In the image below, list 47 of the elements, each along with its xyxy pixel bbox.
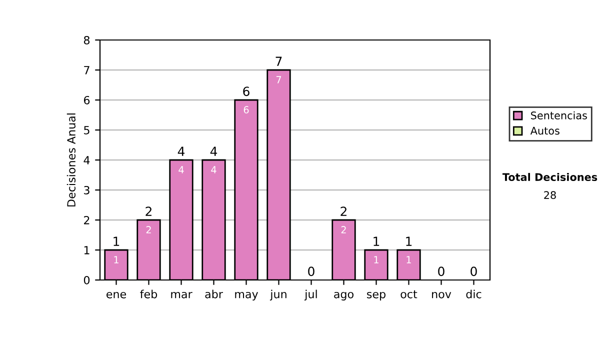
total-label: 6 <box>243 86 250 96</box>
total-label: 0 <box>470 266 477 276</box>
x-tick-label: feb <box>140 290 158 298</box>
data-label: 2 <box>341 226 346 234</box>
data-label: 4 <box>178 166 184 174</box>
legend-label: Sentencias <box>531 111 587 120</box>
total-label: 1 <box>114 236 120 246</box>
total-label: 2 <box>146 206 152 216</box>
y-tick-label: 8 <box>84 36 90 44</box>
y-tick-label: 5 <box>84 126 90 134</box>
x-tick-label: may <box>235 292 258 300</box>
data-label: 2 <box>146 226 151 234</box>
x-tick-label: jun <box>270 290 286 300</box>
y-tick-label: 0 <box>84 276 90 284</box>
data-label: 6 <box>244 106 249 114</box>
y-tick-label: 3 <box>84 186 90 194</box>
text: Total Decisiones <box>502 172 598 182</box>
total-label: 4 <box>210 146 218 156</box>
y-axis-title: Decisiones Anual <box>66 114 76 206</box>
x-tick-label: ago <box>334 292 354 300</box>
x-tick-label: mar <box>171 292 192 298</box>
data-label: 7 <box>276 76 282 84</box>
y-tick-label: 1 <box>84 246 90 254</box>
total-label: 0 <box>308 266 314 276</box>
x-tick-label: abr <box>205 290 223 298</box>
data-label: 1 <box>114 256 118 264</box>
x-tick-label: nov <box>432 292 452 298</box>
y-tick-label: 4 <box>84 156 90 164</box>
text: 28 <box>544 191 556 200</box>
x-tick-label: dic <box>466 290 482 298</box>
data-label: 1 <box>374 256 378 264</box>
y-tick-label: 2 <box>84 216 90 224</box>
x-tick-label: oct <box>400 290 418 298</box>
x-tick-label: jul <box>304 290 317 300</box>
y-tick-label: 6 <box>84 96 90 104</box>
total-label: 1 <box>374 236 380 246</box>
x-tick-label: ene <box>106 292 126 298</box>
total-label: 1 <box>406 236 412 246</box>
y-tick-label: 7 <box>84 66 90 74</box>
total-label: 2 <box>340 206 346 216</box>
total-label: 4 <box>178 146 185 156</box>
data-label: 1 <box>406 256 411 264</box>
total-label: 0 <box>438 266 444 276</box>
legend-label: Autos <box>530 126 560 135</box>
data-label: 4 <box>211 166 216 174</box>
total-label: 7 <box>276 56 282 66</box>
x-tick-label: sep <box>367 292 386 300</box>
